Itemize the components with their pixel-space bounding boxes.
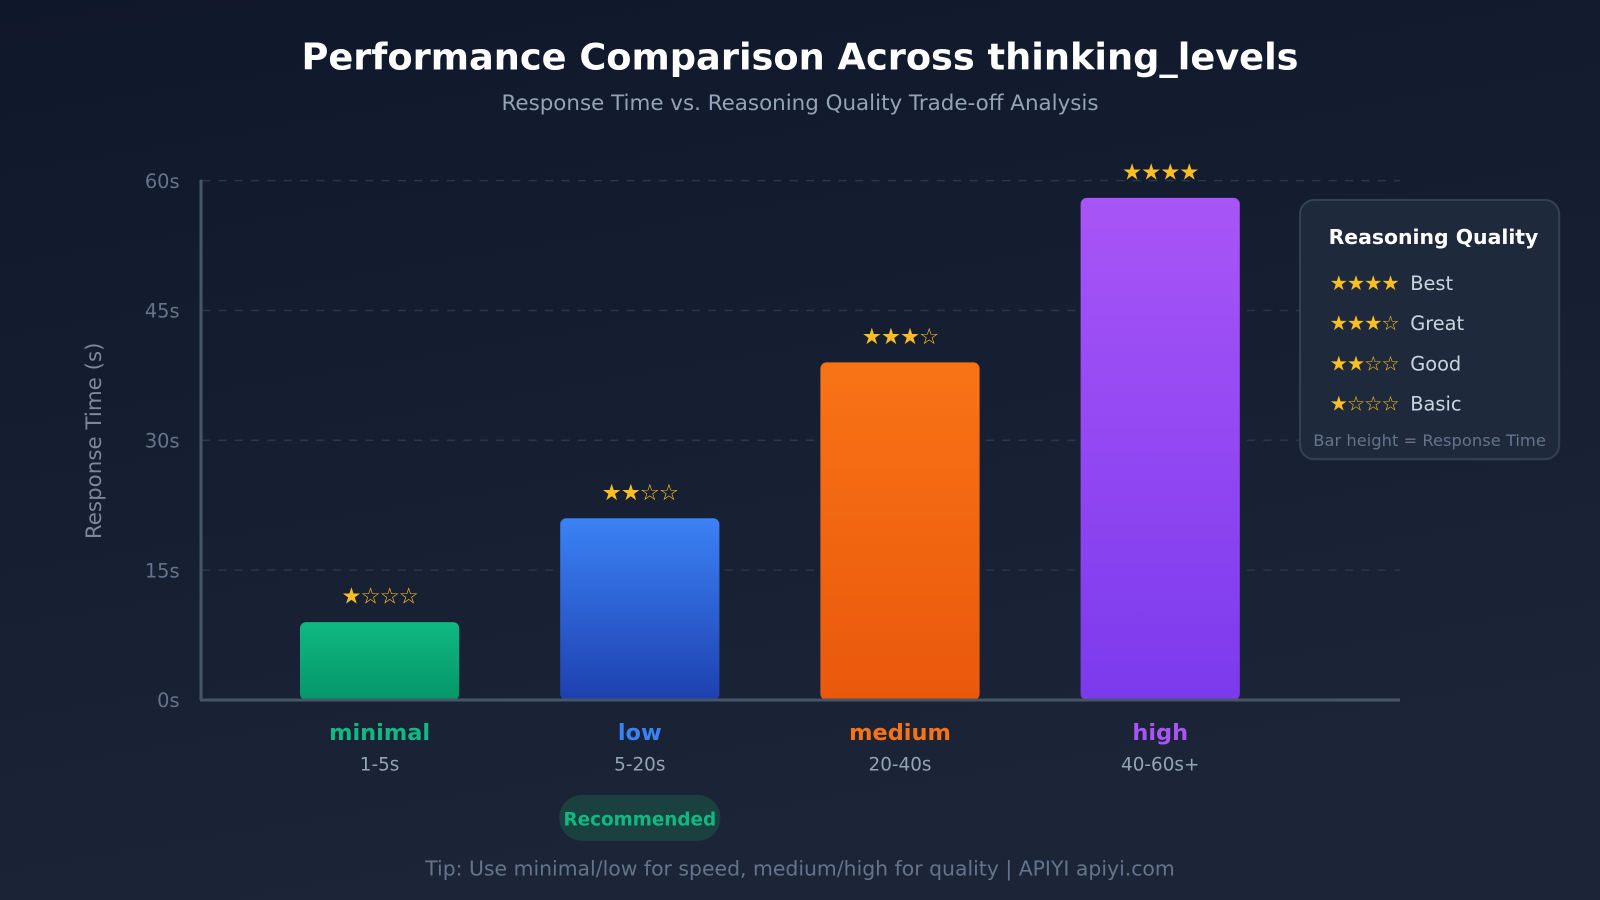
legend-box: [1298, 198, 1561, 461]
legend-stars: ★★★☆: [1330, 311, 1399, 335]
legend-item-label: Good: [1410, 352, 1461, 375]
legend-item-label: Great: [1410, 312, 1464, 335]
bar-minimal: [300, 622, 460, 700]
y-tick-label: 60s: [145, 170, 180, 193]
bar-medium: [820, 362, 980, 700]
legend-stars: ★☆☆☆: [1330, 392, 1399, 416]
y-ticks: 0s 15s 30s 45s 60s: [145, 170, 180, 712]
chart-title: Performance Comparison Across thinking_l…: [301, 35, 1298, 78]
legend: Reasoning Quality ★★★★ Best ★★★☆ Great ★★☆☆ G…: [1298, 198, 1561, 461]
y-tick-label: 15s: [145, 559, 180, 582]
x-range-medium: 20-40s: [869, 754, 932, 775]
x-label-minimal: minimal: [329, 720, 430, 746]
x-label-medium: medium: [849, 720, 951, 746]
recommended-badge: [559, 794, 721, 841]
legend-title: Reasoning Quality: [1329, 225, 1539, 249]
bars: ★☆☆☆ ★★☆☆ ★★★☆ ★★★★: [300, 160, 1240, 700]
x-label-low: low: [618, 720, 662, 746]
y-tick-label: 0s: [157, 689, 179, 712]
x-range-high: 40-60s+: [1121, 754, 1199, 775]
chart-subtitle: Response Time vs. Reasoning Quality Trad…: [501, 91, 1098, 116]
legend-stars: ★★☆☆: [1330, 351, 1399, 375]
legend-stars: ★★★★: [1330, 271, 1399, 295]
y-tick-label: 45s: [145, 300, 180, 323]
x-labels: minimal 1-5s low 5-20s Recommended medium 20-4…: [329, 720, 1199, 841]
bar-low: [560, 518, 720, 700]
bar-stars-high: ★★★★: [1122, 160, 1198, 186]
bar-high: [1080, 197, 1240, 700]
bar-stars-medium: ★★★☆: [862, 324, 938, 350]
y-axis-label: Response Time (s): [82, 342, 107, 539]
bar-stars-minimal: ★☆☆☆: [341, 584, 417, 610]
bar-stars-low: ★★☆☆: [602, 480, 678, 506]
legend-item-label: Best: [1410, 272, 1453, 295]
legend-note: Bar height = Response Time: [1313, 431, 1546, 450]
footer-tip: Tip: Use minimal/low for speed, medium/h…: [424, 857, 1175, 882]
x-label-high: high: [1132, 720, 1188, 746]
x-range-minimal: 1-5s: [360, 754, 400, 775]
recommended-badge-label: Recommended: [563, 810, 716, 831]
legend-item-label: Basic: [1410, 393, 1461, 416]
y-tick-label: 30s: [145, 429, 180, 452]
x-range-low: 5-20s: [614, 754, 665, 775]
